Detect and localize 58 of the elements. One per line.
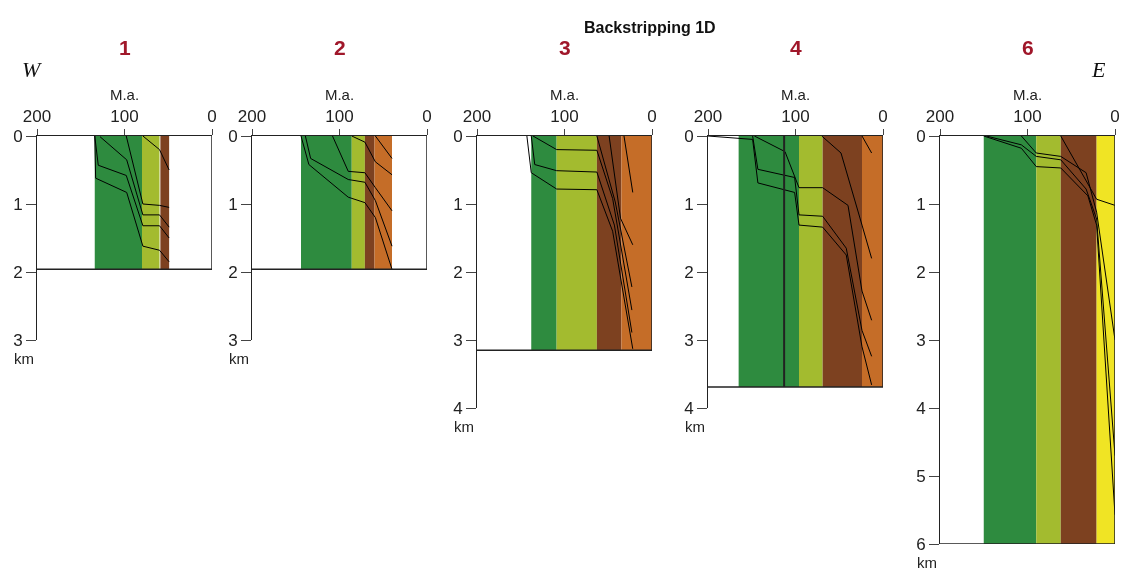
y-tick-label: 5 — [916, 466, 926, 486]
y-axis-title: km — [454, 418, 474, 435]
y-tick-label: 1 — [453, 194, 463, 214]
y-tick-label: 3 — [916, 330, 926, 350]
y-tick-label: 2 — [228, 262, 238, 282]
x-axis-title: M.a. — [324, 86, 355, 104]
x-tick-label: 200 — [22, 107, 52, 127]
y-axis-title: km — [917, 554, 937, 571]
y-tick-label: 4 — [453, 398, 463, 418]
y-tick-label: 3 — [13, 330, 23, 350]
y-tick-label: 4 — [916, 398, 926, 418]
chart-title: 2 — [334, 36, 346, 59]
y-tick-label: 1 — [228, 194, 238, 214]
y-tick-label: 0 — [228, 126, 238, 146]
x-tick-label: 200 — [925, 107, 955, 127]
chart-title: 3 — [559, 36, 571, 59]
text: Backstripping 1D — [584, 19, 716, 36]
x-tick-label: 100 — [1013, 107, 1042, 127]
x-axis-title: M.a. — [549, 86, 580, 104]
y-tick-label: 4 — [684, 398, 694, 418]
y-tick-label: 0 — [684, 126, 694, 146]
x-tick-label: 100 — [550, 107, 579, 127]
chart-title: 6 — [1022, 36, 1034, 59]
x-axis-title: M.a. — [109, 86, 140, 104]
x-axis-title: M.a. — [1012, 86, 1043, 104]
y-tick-label: 0 — [13, 126, 23, 146]
text: E — [1091, 57, 1106, 82]
chart-title: 1 — [119, 36, 131, 59]
x-tick-label: 100 — [110, 107, 139, 127]
y-tick-label: 2 — [453, 262, 463, 282]
x-tick-label: 200 — [693, 107, 723, 127]
x-tick-label: 200 — [462, 107, 492, 127]
y-tick-label: 3 — [228, 330, 238, 350]
x-tick-label: 0 — [647, 107, 657, 127]
y-tick-label: 0 — [916, 126, 926, 146]
x-tick-label: 0 — [878, 107, 888, 127]
x-tick-label: 0 — [422, 107, 432, 127]
y-tick-label: 2 — [916, 262, 926, 282]
y-tick-label: 6 — [916, 534, 926, 554]
y-axis-title: km — [14, 350, 34, 367]
y-tick-label: 1 — [684, 194, 694, 214]
y-axis-title: km — [229, 350, 249, 367]
y-tick-label: 0 — [453, 126, 463, 146]
y-axis-title: km — [685, 418, 705, 435]
y-tick-label: 3 — [684, 330, 694, 350]
y-tick-label: 3 — [453, 330, 463, 350]
x-tick-label: 0 — [1110, 107, 1120, 127]
y-tick-label: 2 — [684, 262, 694, 282]
x-tick-label: 100 — [781, 107, 810, 127]
y-tick-label: 2 — [13, 262, 23, 282]
y-tick-label: 1 — [13, 194, 23, 214]
x-tick-label: 0 — [207, 107, 217, 127]
chart-title: 4 — [790, 36, 802, 59]
text: W — [22, 57, 42, 82]
x-tick-label: 200 — [237, 107, 267, 127]
x-tick-label: 100 — [325, 107, 354, 127]
y-tick-label: 1 — [916, 194, 926, 214]
x-axis-title: M.a. — [780, 86, 811, 104]
